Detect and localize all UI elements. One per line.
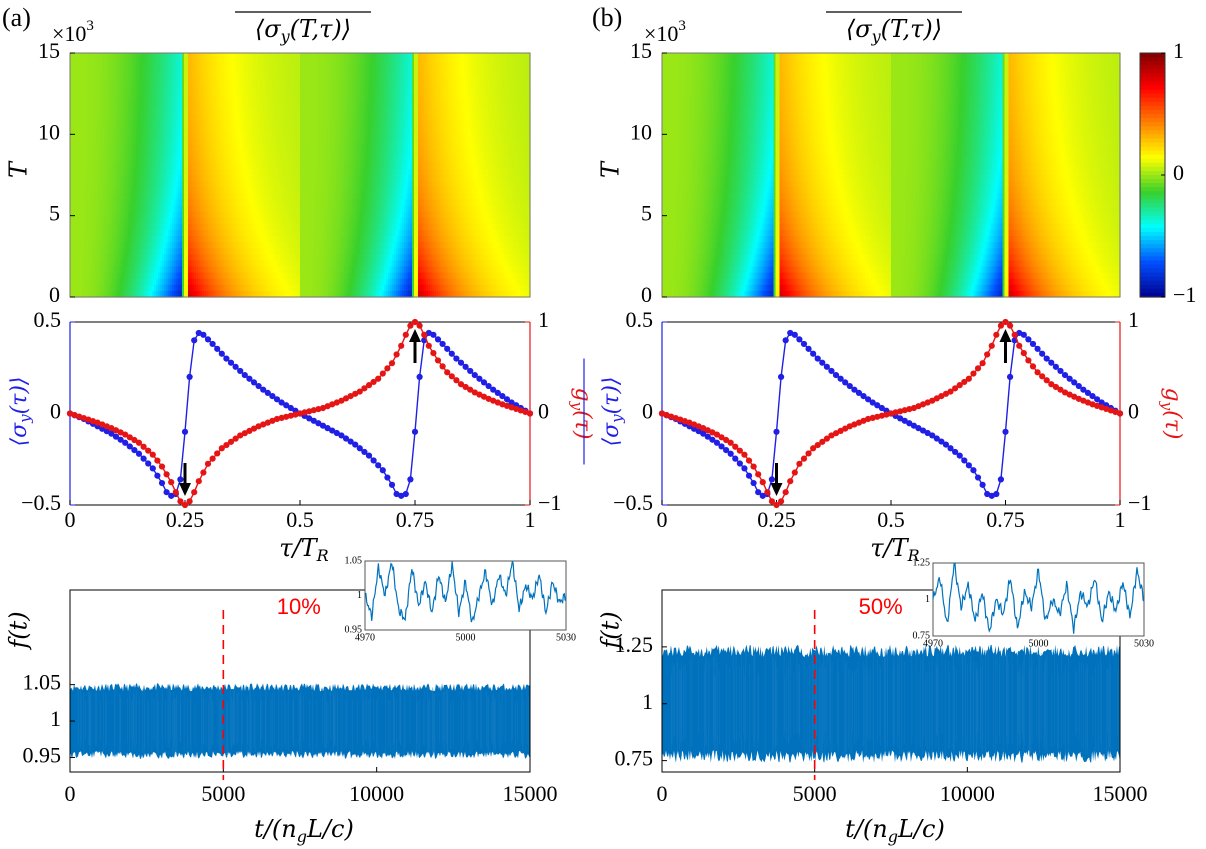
- panel-label-b: (b): [592, 3, 622, 32]
- panel-label-a: (a): [2, 3, 31, 32]
- heatmap-a: [70, 53, 531, 298]
- figure: (a) (b)⟨σy(T,τ)⟩051015×103T⟨σy(T,τ)⟩05101…: [0, 0, 1206, 849]
